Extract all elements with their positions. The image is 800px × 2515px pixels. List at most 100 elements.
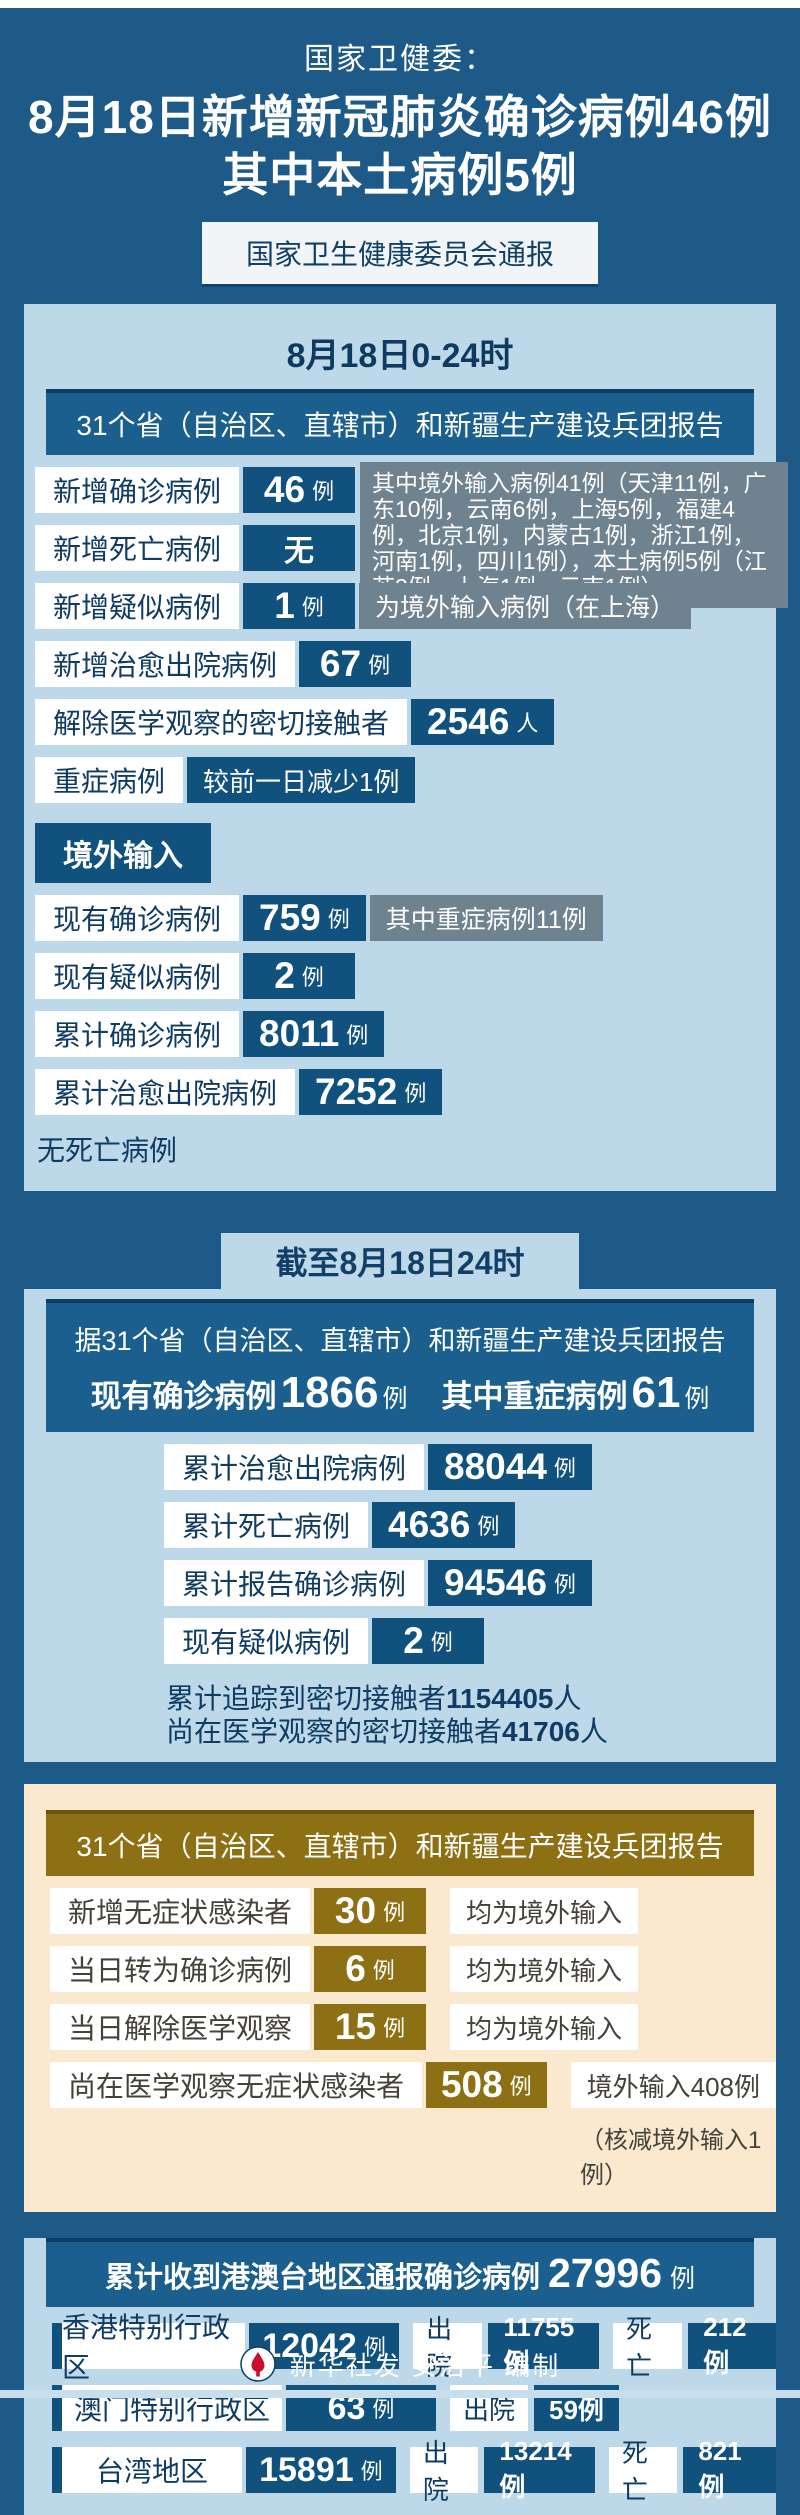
row-value: 88044 [444, 1446, 547, 1487]
row-value-box: 2 例 [243, 953, 356, 999]
row-label: 新增疑似病例 [35, 583, 240, 629]
row-unit: 例 [553, 1456, 576, 1481]
row-value-box: 508 例 [426, 2062, 547, 2108]
row-value-box: 较前一日减少1例 [187, 757, 416, 803]
cumulative-lead-box: 据31个省（自治区、直辖市）和新疆生产建设兵团报告 现有确诊病例 1866 例 … [46, 1299, 754, 1432]
row-label: 现有疑似病例 [35, 953, 240, 999]
row-value-box: 7252 例 [299, 1069, 443, 1115]
severe-cases-unit: 例 [684, 1385, 710, 1413]
row-value-box: 88044 例 [428, 1444, 592, 1490]
lead-source-line: 据31个省（自治区、直辖市）和新疆生产建设兵团报告 [74, 1326, 726, 1356]
contact-line1-value: 1154405 [446, 1683, 554, 1714]
row-unit: 人 [516, 711, 539, 736]
row-label: 当日转为确诊病例 [50, 1946, 311, 1992]
row-unit: 例 [346, 1023, 369, 1048]
row-unit: 例 [301, 595, 324, 620]
row-label: 解除医学观察的密切接触者 [35, 699, 408, 745]
region-value-box: 12042 例 [249, 2323, 400, 2369]
row-note: 境外输入408例 [570, 2062, 776, 2108]
credit-line: 新华社发 安治平 编制 [289, 2350, 561, 2381]
region-unit: 例 [360, 2459, 383, 2484]
row-value-box: 8011 例 [243, 1011, 385, 1057]
row-note: 其中重症病例11例 [369, 895, 603, 941]
deduction-note: （核减境外输入1例） [580, 2127, 762, 2189]
row-new-confirmed: 新增确诊病例 46 例 其中境外输入病例41例（天津11例，广东10例，云南6例… [35, 462, 788, 608]
row-released-today: 当日解除医学观察 15 例 均为境外输入 [50, 2004, 776, 2050]
row-value-box: 2546 人 [411, 699, 555, 745]
region-value: 12042 [262, 2326, 357, 2365]
row-value-box: 759 例 [243, 895, 366, 941]
row-value-box: 94546 例 [428, 1560, 592, 1606]
active-cases-label: 现有确诊病例 [90, 1379, 277, 1414]
row-note: 为境外输入病例（在上海） [359, 583, 692, 629]
row-value: 508 [440, 2064, 503, 2105]
hmt-header-label: 累计收到港澳台地区通报确诊病例 [104, 2262, 540, 2294]
panel-cumulative: 截至8月18日24时 据31个省（自治区、直辖市）和新疆生产建设兵团报告 现有确… [24, 1233, 776, 1762]
row-value-box: 15 例 [314, 2004, 427, 2050]
row-imported-active: 现有确诊病例 759 例 其中重症病例11例 [35, 895, 776, 941]
row-new-asymptomatic: 新增无症状感染者 30 例 均为境外输入 [50, 1888, 776, 1934]
row-value: 2 [274, 955, 295, 996]
row-value: 1 [274, 585, 295, 626]
region-label: 香港特别行政区 [52, 2312, 246, 2383]
row-label: 累计报告确诊病例 [164, 1560, 425, 1606]
panel-daily: 8月18日0-24时 31个省（自治区、直辖市）和新疆生产建设兵团报告 新增确诊… [24, 304, 788, 1191]
row-unit: 例 [372, 1958, 395, 1983]
contact-line2-value: 41706 [502, 1716, 580, 1747]
row-value: 67 [319, 643, 362, 684]
row-value: 4636 [388, 1504, 471, 1545]
row-value-box: 无 [243, 525, 356, 571]
row-converted-confirmed: 当日转为确诊病例 6 例 均为境外输入 [50, 1946, 776, 1992]
row-value-box: 67 例 [299, 641, 412, 687]
deaths-value: 821 例 [683, 2436, 776, 2502]
source-chip: 国家卫生健康委员会通报 [201, 222, 598, 284]
active-cases-unit: 例 [382, 1385, 408, 1413]
row-label: 现有确诊病例 [35, 895, 240, 941]
region-unit: 例 [363, 2335, 386, 2360]
panel-asymptomatic-section-bar: 31个省（自治区、直辖市）和新疆生产建设兵团报告 [46, 1810, 754, 1876]
row-under-observation: 尚在医学观察无症状感染者 508 例 境外输入408例 [50, 2062, 776, 2108]
row-value-box: 4636 例 [372, 1502, 516, 1548]
severe-cases-label: 其中重症病例 [441, 1379, 628, 1414]
row-cum-suspected: 现有疑似病例 2 例 [164, 1618, 776, 1664]
row-label: 累计确诊病例 [35, 1011, 240, 1057]
imported-cases-header: 境外输入 [35, 823, 211, 883]
row-value: 7252 [315, 1071, 398, 1112]
row-unit: 例 [301, 965, 324, 990]
region-value: 15891 [259, 2450, 354, 2489]
row-new-suspected: 新增疑似病例 1 例 为境外输入病例（在上海） [35, 583, 776, 629]
row-released-observation: 解除医学观察的密切接触者 2546 人 [35, 699, 776, 745]
row-label: 新增确诊病例 [35, 467, 240, 513]
contact-line2-unit: 人 [579, 1716, 608, 1747]
row-value-box: 2 例 [372, 1618, 485, 1664]
hmt-header-unit: 例 [670, 2265, 696, 2293]
row-unit: 例 [477, 1514, 500, 1539]
row-label: 累计治愈出院病例 [35, 1069, 296, 1115]
contact-line2-label: 尚在医学观察的密切接触者 [166, 1716, 503, 1747]
row-unit: 例 [509, 2074, 532, 2099]
contact-line1-label: 累计追踪到密切接触者 [166, 1683, 447, 1714]
hmt-header-value: 27996 [547, 2250, 662, 2296]
header-kicker: 国家卫健委： [304, 43, 496, 76]
active-cases-value: 1866 [280, 1368, 379, 1417]
row-label: 重症病例 [35, 757, 184, 803]
xinhua-logo-icon [240, 2346, 276, 2382]
row-value-box: 30 例 [314, 1888, 427, 1934]
row-label: 累计死亡病例 [164, 1502, 369, 1548]
row-unit: 例 [553, 1572, 576, 1597]
row-value: 30 [334, 1890, 377, 1931]
region-label: 台湾地区 [52, 2447, 242, 2493]
discharged-value: 13214例 [484, 2436, 595, 2502]
contact-line1-unit: 人 [553, 1683, 582, 1714]
panel-daily-section-bar: 31个省（自治区、直辖市）和新疆生产建设兵团报告 [46, 389, 754, 455]
row-unit: 例 [312, 479, 335, 504]
row-new-deaths: 新增死亡病例 无 [35, 525, 776, 571]
contact-line-2: 尚在医学观察的密切接触者41706人 [166, 1715, 776, 1748]
row-hongkong: 香港特别行政区 12042 例 出院 11755例 死亡 212例 [52, 2312, 776, 2383]
panel-daily-title: 8月18日0-24时 [286, 337, 514, 375]
row-value: 6 [345, 1948, 366, 1989]
page-title-line2: 其中本土病例5例 [222, 149, 578, 201]
panel-asymptomatic: 31个省（自治区、直辖市）和新疆生产建设兵团报告 新增无症状感染者 30 例 均… [24, 1784, 776, 2212]
row-value-box: 46 例 [243, 467, 356, 513]
row-value: 94546 [444, 1562, 547, 1603]
